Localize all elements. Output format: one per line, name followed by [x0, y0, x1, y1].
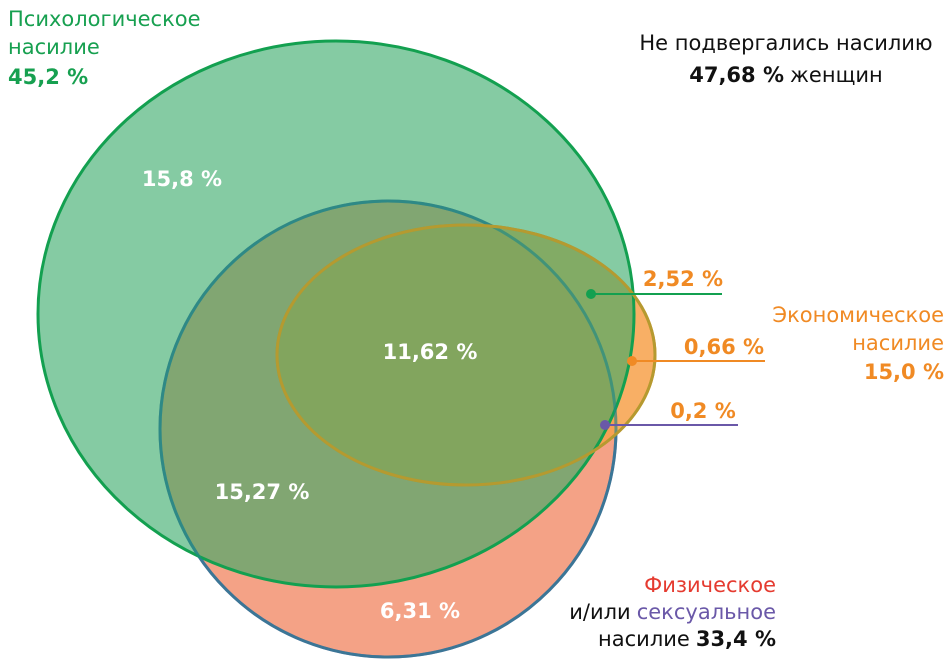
set-label: насилие — [8, 35, 100, 59]
set-label-part: сексуальное — [637, 600, 776, 624]
set-label-part: насилие — [598, 627, 690, 651]
set-label: Физическое — [644, 573, 776, 597]
region-label: 2,52 % — [643, 267, 723, 291]
leader-dot — [586, 289, 596, 299]
region-label: 0,2 % — [670, 399, 736, 423]
set-value: 15,0 % — [864, 360, 944, 384]
leader-dot — [600, 420, 610, 430]
set-label: насилие 33,4 % — [598, 627, 776, 651]
set-label: и/или сексуальное — [569, 600, 776, 624]
physical-outline — [158, 199, 618, 659]
psychological-set — [36, 39, 636, 589]
outside-value: 47,68 % женщин — [689, 63, 883, 87]
set-label: Экономическое — [772, 303, 944, 327]
region-label: 0,66 % — [684, 335, 764, 359]
set-value: 45,2 % — [8, 65, 88, 89]
set-value: 33,4 % — [696, 627, 776, 651]
region-label: 15,27 % — [215, 480, 310, 504]
region-label: 6,31 % — [380, 599, 460, 623]
outside-suffix: женщин — [790, 63, 883, 87]
economic-outline — [275, 223, 657, 487]
region-label: 15,8 % — [142, 167, 222, 191]
set-label: насилие — [852, 331, 944, 355]
outside-label: Не подвергались насилию — [639, 31, 932, 55]
set-label-part: и/или — [569, 600, 630, 624]
region-label: 11,62 % — [383, 340, 478, 364]
outside-percent: 47,68 % — [689, 63, 784, 87]
leader-dot — [627, 356, 637, 366]
set-label: Психологическое — [8, 7, 201, 31]
